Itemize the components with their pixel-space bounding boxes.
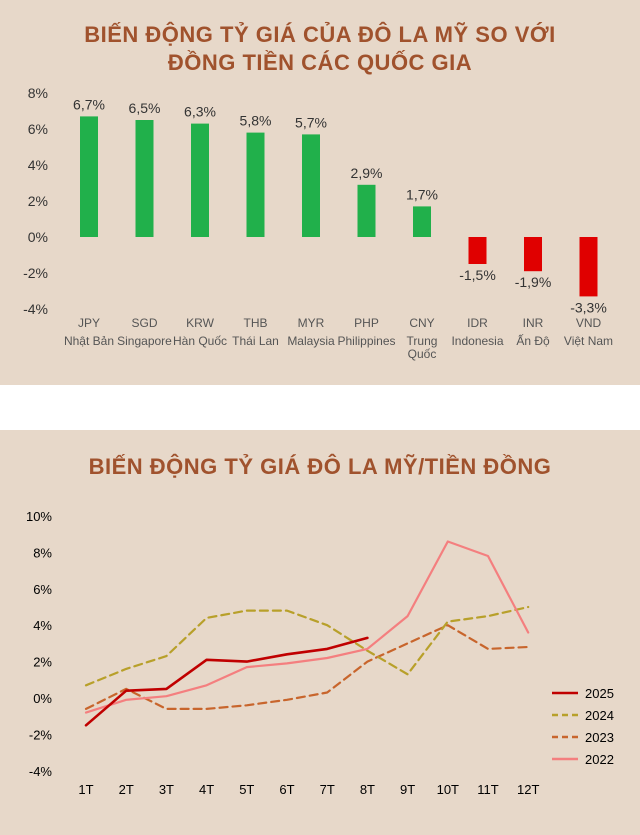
bar-vnd bbox=[579, 237, 598, 297]
line-x-tick-label: 11T bbox=[477, 782, 498, 797]
bar-value-label: 5,7% bbox=[295, 114, 327, 130]
bar-category-name: Singapore bbox=[117, 334, 172, 348]
line-y-tick-label: -4% bbox=[29, 764, 53, 779]
line-y-tick-label: 4% bbox=[33, 618, 52, 633]
line-chart-title: BIẾN ĐỘNG TỶ GIÁ ĐÔ LA MỸ/TIỀN ĐỒNG bbox=[88, 454, 552, 479]
line-y-tick-label: 2% bbox=[33, 655, 52, 670]
bar-value-label: -3,3% bbox=[570, 299, 607, 315]
bar-value-label: -1,9% bbox=[515, 274, 552, 290]
bar-myr bbox=[302, 134, 320, 237]
bar-y-tick-label: -4% bbox=[23, 301, 48, 317]
bar-category-name: Quốc bbox=[408, 347, 437, 361]
bar-category-code: KRW bbox=[186, 316, 214, 330]
bar-value-label: 6,3% bbox=[184, 104, 216, 120]
bar-y-tick-label: 8% bbox=[28, 85, 48, 101]
bar-y-tick-label: 6% bbox=[28, 121, 48, 137]
bar-category-code: MYR bbox=[298, 316, 325, 330]
bar-category-name: Hàn Quốc bbox=[173, 334, 227, 348]
bar-thb bbox=[246, 132, 265, 237]
bar-value-label: 6,5% bbox=[129, 100, 161, 116]
series-line-2022 bbox=[84, 540, 530, 714]
legend-label: 2023 bbox=[585, 730, 614, 745]
line-y-tick-label: -2% bbox=[29, 727, 53, 742]
line-chart: 10% 8% 6% 4% 2% 0% -2% -4% 1T 2T 3T 4T 5T 6T 7T 8T 9T 10T… bbox=[26, 509, 614, 797]
bar-y-tick-label: 4% bbox=[28, 157, 48, 173]
line-x-tick-label: 2T bbox=[119, 782, 134, 797]
bar-y-tick-label: 2% bbox=[28, 193, 48, 209]
bar-value-label: 5,8% bbox=[240, 113, 272, 129]
bar-jpy bbox=[80, 116, 98, 237]
series-line-2025 bbox=[84, 636, 369, 727]
bar-category-name: Thái Lan bbox=[232, 334, 279, 348]
bar-value-label: 1,7% bbox=[406, 186, 438, 202]
line-x-tick-label: 5T bbox=[239, 782, 254, 797]
line-y-tick-label: 10% bbox=[26, 509, 52, 524]
exchange-rate-bar-panel: BIẾN ĐỘNG TỶ GIÁ CỦA ĐÔ LA MỸ SO VỚI ĐỒN… bbox=[0, 0, 640, 385]
bar-chart: 8% 6% 4% 2% 0% -2% -4% 6,7% JPY Nhật Bản 6,5% SGD Si… bbox=[23, 85, 613, 361]
bar-category-name: Philippines bbox=[337, 334, 395, 348]
series-line-2023 bbox=[84, 624, 530, 710]
bar-category-name: Nhật Bản bbox=[64, 334, 114, 348]
line-x-tick-label: 10T bbox=[437, 782, 459, 797]
bar-category-code: VND bbox=[576, 316, 602, 330]
bar-value-label: -1,5% bbox=[459, 267, 496, 283]
bar-category-code: INR bbox=[523, 316, 544, 330]
bar-php bbox=[357, 184, 376, 237]
series-line-2024 bbox=[84, 605, 530, 687]
bar-category-code: SGD bbox=[131, 316, 157, 330]
bar-inr bbox=[524, 237, 542, 272]
line-x-tick-label: 1T bbox=[78, 782, 93, 797]
bar-category-name: Trung bbox=[407, 334, 438, 348]
bar-category-name: Việt Nam bbox=[564, 334, 613, 348]
line-y-tick-label: 6% bbox=[33, 582, 52, 597]
bar-idr bbox=[468, 237, 487, 264]
bar-category-name: Ấn Độ bbox=[516, 333, 550, 348]
bar-y-tick-label: 0% bbox=[28, 229, 48, 245]
usd-vnd-line-panel: BIẾN ĐỘNG TỶ GIÁ ĐÔ LA MỸ/TIỀN ĐỒNG 10% 8… bbox=[0, 430, 640, 835]
bar-value-label: 6,7% bbox=[73, 96, 105, 112]
line-y-tick-label: 0% bbox=[33, 691, 52, 706]
line-x-tick-label: 9T bbox=[400, 782, 415, 797]
bar-sgd bbox=[135, 120, 154, 237]
line-x-tick-label: 12T bbox=[517, 782, 539, 797]
line-x-tick-label: 6T bbox=[279, 782, 294, 797]
bar-y-tick-label: -2% bbox=[23, 265, 48, 281]
bar-chart-title-line1: BIẾN ĐỘNG TỶ GIÁ CỦA ĐÔ LA MỸ SO VỚI bbox=[84, 22, 556, 47]
bar-category-code: IDR bbox=[467, 316, 488, 330]
bar-value-label: 2,9% bbox=[351, 165, 383, 181]
line-y-tick-label: 8% bbox=[33, 545, 52, 560]
bar-krw bbox=[191, 123, 209, 237]
bar-category-code: JPY bbox=[78, 316, 100, 330]
line-x-tick-label: 8T bbox=[360, 782, 375, 797]
bar-category-code: CNY bbox=[409, 316, 434, 330]
bar-chart-title-line2: ĐỒNG TIỀN CÁC QUỐC GIA bbox=[167, 50, 473, 75]
legend-label: 2024 bbox=[585, 708, 614, 723]
bar-category-name: Malaysia bbox=[287, 334, 335, 348]
line-x-tick-label: 3T bbox=[159, 782, 174, 797]
bar-category-code: PHP bbox=[354, 316, 379, 330]
bar-cny bbox=[413, 206, 431, 237]
line-x-tick-label: 4T bbox=[199, 782, 214, 797]
bar-category-code: THB bbox=[244, 316, 268, 330]
legend-label: 2022 bbox=[585, 752, 614, 767]
line-x-tick-label: 7T bbox=[320, 782, 335, 797]
legend-label: 2025 bbox=[585, 686, 614, 701]
bar-category-name: Indonesia bbox=[451, 334, 503, 348]
